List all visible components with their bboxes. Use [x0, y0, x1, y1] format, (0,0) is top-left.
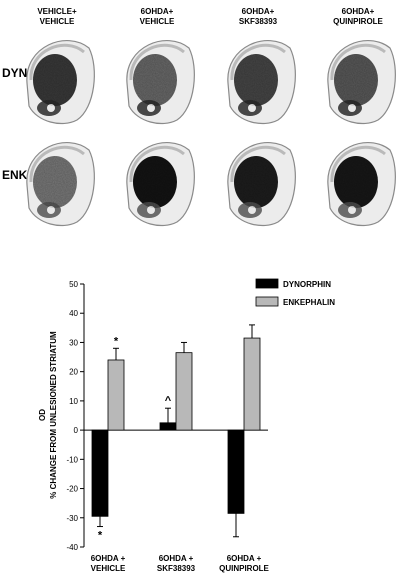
brain-section-0-3	[327, 39, 396, 125]
bar-enkephalin-0	[107, 359, 125, 431]
y-tick-label: 10	[69, 397, 78, 406]
y-axis-title-line1: OD	[38, 409, 47, 421]
bar-dynorphin-0	[91, 429, 109, 517]
category-label: SKF38393	[157, 564, 196, 573]
bar-enkephalin-2	[243, 337, 261, 431]
brain-section-1-0	[26, 141, 95, 227]
y-tick-label: 50	[69, 280, 78, 289]
brain-section-0-1	[126, 39, 195, 125]
column-label-6ohda-skf38393: 6OHDA+ SKF38393	[238, 7, 278, 26]
column-label-6ohda-quinpirole: 6OHDA+ QUINPIROLE	[333, 7, 383, 26]
category-label: 6OHDA +	[91, 554, 126, 563]
significance-marker: *	[98, 530, 103, 542]
brain-section-0-0	[26, 39, 95, 125]
y-axis-title-line2: % CHANGE FROM UNLESIONED STRIATUM	[49, 331, 58, 499]
y-tick-label: -40	[66, 543, 78, 552]
category-label: 6OHDA +	[159, 554, 194, 563]
bar-enkephalin-1	[175, 352, 193, 431]
significance-marker: ^	[165, 395, 172, 407]
category-label: VEHICLE	[91, 564, 126, 573]
bar-chart: -40 -30 -20 -10 0 10 20 30 40 50 OD% CHANGE FROM U…	[38, 278, 335, 573]
category-label: QUINPIROLE	[219, 564, 269, 573]
row-label-enk: ENK	[2, 168, 28, 182]
significance-marker: *	[114, 335, 119, 347]
column-label-vehicle-vehicle: VEHICLE+ VEHICLE	[37, 7, 77, 26]
y-tick-label: 30	[69, 338, 78, 347]
y-tick-label: -30	[66, 514, 78, 523]
y-tick-label: 0	[74, 426, 79, 435]
y-tick-label: -20	[66, 485, 78, 494]
brain-sections-image	[26, 39, 396, 227]
legend-label-enkephalin: ENKEPHALIN	[283, 298, 335, 307]
legend-label-dynorphin: DYNORPHIN	[283, 280, 331, 289]
legend-swatch-enkephalin	[255, 296, 279, 307]
bar-dynorphin-1	[159, 422, 177, 431]
column-label-6ohda-vehicle: 6OHDA+ VEHICLE	[139, 7, 175, 26]
brain-section-1-2	[227, 141, 296, 227]
y-tick-label: 40	[69, 309, 78, 318]
brain-section-0-2	[227, 39, 296, 125]
y-tick-label: -10	[66, 455, 78, 464]
legend-swatch-dynorphin	[255, 278, 279, 289]
y-tick-label: 20	[69, 368, 78, 377]
bar-dynorphin-2	[227, 429, 245, 514]
category-label: 6OHDA +	[227, 554, 262, 563]
brain-section-1-3	[327, 141, 396, 227]
row-label-dyn: DYN	[2, 66, 28, 80]
brain-section-1-1	[126, 141, 195, 227]
